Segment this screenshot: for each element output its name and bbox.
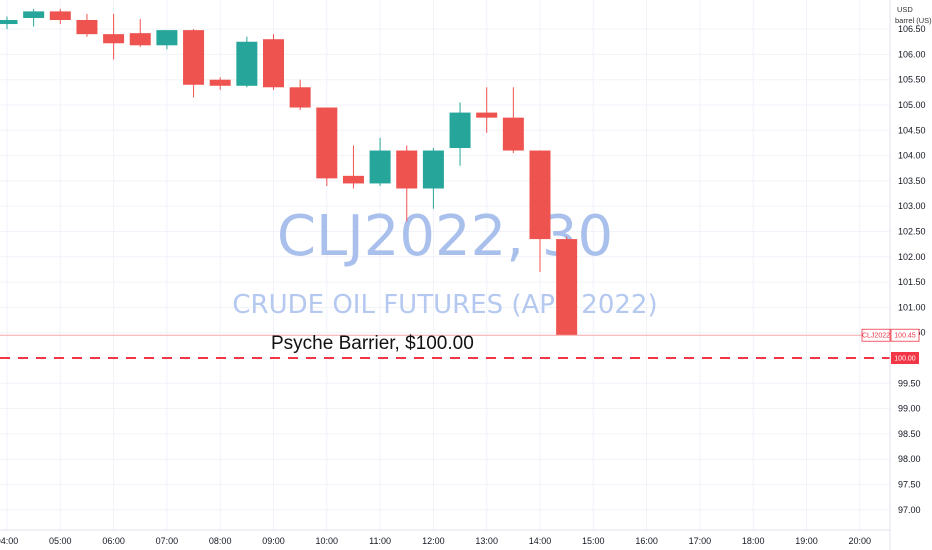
grid-lines xyxy=(0,0,890,530)
candle-body xyxy=(76,19,98,35)
candle-up[interactable] xyxy=(236,36,258,88)
x-tick-label: 05:00 xyxy=(49,536,72,546)
candles-layer[interactable] xyxy=(0,8,578,336)
x-tick-label: 16:00 xyxy=(635,536,658,546)
x-tick-label: 17:00 xyxy=(689,536,712,546)
candle-body xyxy=(49,11,71,20)
last-price-value: 100.45 xyxy=(894,333,916,340)
y-tick-label: 98.50 xyxy=(898,429,921,439)
x-tick-label: 12:00 xyxy=(422,536,445,546)
candle-body xyxy=(476,112,498,118)
y-tick-label: 101.00 xyxy=(898,302,926,312)
candle-body xyxy=(449,112,471,149)
candle-body xyxy=(369,150,391,184)
last-price-symbol: CLJ2022 xyxy=(862,333,890,340)
x-tick-label: 13:00 xyxy=(475,536,498,546)
y-tick-label: 106.00 xyxy=(898,49,926,59)
x-tick-label: 07:00 xyxy=(156,536,179,546)
candle-body xyxy=(209,79,231,86)
y-tick-label: 99.50 xyxy=(898,378,921,388)
y-tick-label: 97.50 xyxy=(898,480,921,490)
candle-down[interactable] xyxy=(476,87,498,133)
candle-body xyxy=(316,107,338,179)
candle-down[interactable] xyxy=(183,29,205,98)
candle-body xyxy=(183,30,205,85)
y-tick-label: 99.00 xyxy=(898,404,921,414)
barrier-price-badge: 100.00 xyxy=(891,352,919,364)
candle-down[interactable] xyxy=(556,236,578,336)
y-tick-label: 98.00 xyxy=(898,454,921,464)
candle-body xyxy=(263,39,284,88)
y-tick-label: 104.50 xyxy=(898,125,926,135)
x-tick-label: 08:00 xyxy=(209,536,232,546)
candle-body xyxy=(156,30,178,46)
candle-body xyxy=(422,150,444,189)
y-tick-label: 103.50 xyxy=(898,176,926,186)
candle-up[interactable] xyxy=(449,102,471,166)
candle-down[interactable] xyxy=(209,77,231,90)
x-tick-label: 15:00 xyxy=(582,536,605,546)
candle-body xyxy=(342,175,364,184)
unit-label: barrel (US) xyxy=(895,16,932,25)
x-tick-label: 19:00 xyxy=(795,536,818,546)
candle-up[interactable] xyxy=(0,16,18,30)
candle-down[interactable] xyxy=(103,13,125,60)
candle-down[interactable] xyxy=(316,107,338,186)
x-tick-label: 10:00 xyxy=(316,536,339,546)
candle-down[interactable] xyxy=(129,18,151,47)
x-axis[interactable]: 04:00 05:00 06:00 07:00 08:00 09:00 10:00 11:00… xyxy=(0,529,890,546)
candle-body xyxy=(556,239,578,336)
candle-down[interactable] xyxy=(76,13,98,37)
y-tick-label: 97.00 xyxy=(898,505,921,515)
y-tick-label: 104.00 xyxy=(898,151,926,161)
candle-body xyxy=(396,150,418,189)
candle-up[interactable] xyxy=(369,137,391,186)
last-price-badge: CLJ2022 100.45 xyxy=(861,328,920,342)
y-axis[interactable]: 97.0097.5098.0098.5099.0099.50100.50101.… xyxy=(889,0,926,550)
candle-down[interactable] xyxy=(396,145,418,222)
x-tick-label: 09:00 xyxy=(262,536,285,546)
candle-body xyxy=(529,150,551,240)
candle-up[interactable] xyxy=(422,148,444,209)
candle-down[interactable] xyxy=(342,145,364,189)
x-tick-label: 18:00 xyxy=(742,536,765,546)
x-tick-label: 14:00 xyxy=(529,536,552,546)
x-tick-label: 04:00 xyxy=(0,536,18,546)
barrier-price-value: 100.00 xyxy=(894,356,916,363)
candle-down[interactable] xyxy=(49,8,71,25)
x-tick-label: 11:00 xyxy=(369,536,391,546)
candle-body xyxy=(129,33,151,46)
y-tick-label: 106.50 xyxy=(898,24,926,34)
y-tick-label: 102.00 xyxy=(898,252,926,262)
currency-label: USD xyxy=(897,5,913,14)
candle-down[interactable] xyxy=(502,87,524,154)
y-tick-label: 103.00 xyxy=(898,201,926,211)
candle-down[interactable] xyxy=(263,34,284,90)
y-tick-label: 105.00 xyxy=(898,100,926,110)
x-tick-label: 06:00 xyxy=(102,536,125,546)
candle-up[interactable] xyxy=(23,8,45,27)
barrier-label: Psyche Barrier, $100.00 xyxy=(271,333,474,354)
y-tick-label: 105.50 xyxy=(898,75,926,85)
candle-body xyxy=(236,41,258,86)
candle-body xyxy=(502,117,524,151)
candle-body xyxy=(23,11,45,18)
candle-body xyxy=(289,87,311,108)
candle-up[interactable] xyxy=(156,30,178,50)
x-tick-label: 20:00 xyxy=(849,536,872,546)
candle-body xyxy=(0,19,18,25)
y-tick-label: 102.50 xyxy=(898,227,926,237)
candle-body xyxy=(103,34,125,44)
candle-down[interactable] xyxy=(529,150,551,272)
y-tick-label: 101.50 xyxy=(898,277,926,287)
candle-down[interactable] xyxy=(289,79,311,111)
watermark-description: CRUDE OIL FUTURES (APR 2022) xyxy=(232,290,657,320)
